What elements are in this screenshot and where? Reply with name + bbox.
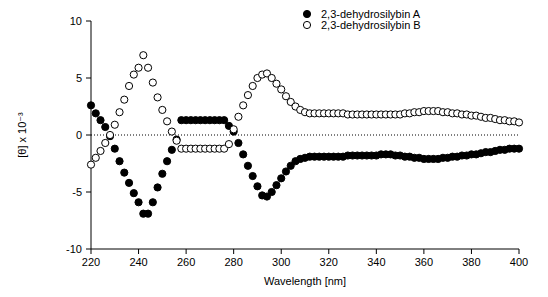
point <box>140 52 147 59</box>
y-tick-label: -5 <box>72 186 82 198</box>
point <box>106 131 113 138</box>
point <box>163 118 170 125</box>
x-tick-label: 320 <box>320 256 338 268</box>
point <box>154 184 161 191</box>
x-tick <box>138 249 139 254</box>
point <box>278 175 285 182</box>
point <box>159 170 166 177</box>
zero-line <box>91 135 519 136</box>
point <box>149 79 156 86</box>
point <box>97 117 104 124</box>
point <box>249 172 256 179</box>
point <box>225 141 232 148</box>
legend: 2,3-dehydrosilybin A2,3-dehydrosilybin B <box>303 8 420 31</box>
point <box>144 64 151 71</box>
x-tick-label: 380 <box>462 256 480 268</box>
point <box>230 126 237 133</box>
point <box>92 154 99 161</box>
legend-marker <box>303 21 310 28</box>
point <box>149 199 156 206</box>
x-tick-label: 340 <box>367 256 385 268</box>
x-tick <box>376 249 377 254</box>
y-tick <box>86 249 91 250</box>
x-tick <box>519 249 520 254</box>
y-tick <box>86 192 91 193</box>
point <box>121 169 128 176</box>
point <box>244 92 251 99</box>
point <box>87 161 94 168</box>
legend-label: 2,3-dehydrosilybin B <box>321 19 421 31</box>
point <box>116 109 123 116</box>
x-tick <box>186 249 187 254</box>
x-tick <box>471 249 472 254</box>
point <box>249 82 256 89</box>
point <box>130 71 137 78</box>
point <box>235 139 242 146</box>
point <box>173 137 180 144</box>
point <box>240 102 247 109</box>
x-tick-label: 300 <box>272 256 290 268</box>
y-tick-label: 10 <box>70 15 82 27</box>
y-tick <box>86 135 91 136</box>
y-axis-label: [θ] x 10⁻³ <box>16 112 28 158</box>
point <box>87 102 94 109</box>
point <box>240 151 247 158</box>
point <box>168 128 175 135</box>
legend-marker <box>303 10 310 17</box>
x-tick-label: 220 <box>82 256 100 268</box>
point <box>168 146 175 153</box>
plot-area <box>87 52 522 218</box>
point <box>159 106 166 113</box>
x-tick <box>91 249 92 254</box>
point <box>273 182 280 189</box>
point <box>111 145 118 152</box>
y-tick <box>86 78 91 79</box>
x-tick-label: 240 <box>129 256 147 268</box>
x-axis <box>91 249 519 250</box>
point <box>125 179 132 186</box>
y-tick-label: -10 <box>66 243 82 255</box>
series <box>87 52 522 169</box>
x-tick <box>281 249 282 254</box>
x-tick <box>233 249 234 254</box>
series <box>87 102 522 217</box>
point <box>235 113 242 120</box>
point <box>154 94 161 101</box>
x-tick-label: 400 <box>510 256 528 268</box>
point <box>278 86 285 93</box>
y-tick-label: 0 <box>76 129 82 141</box>
x-tick <box>328 249 329 254</box>
x-tick-label: 360 <box>415 256 433 268</box>
point <box>111 121 118 128</box>
point <box>121 96 128 103</box>
x-axis-label: Wavelength [nm] <box>264 275 346 287</box>
y-tick <box>86 21 91 22</box>
point <box>125 82 132 89</box>
point <box>102 123 109 130</box>
point <box>244 162 251 169</box>
point <box>144 210 151 217</box>
chart: -10 -5 0 5 10 220 240 260 280 300 320 340 360 380 400 W… <box>0 0 548 297</box>
point <box>135 64 142 71</box>
x-tick-label: 260 <box>177 256 195 268</box>
point <box>116 158 123 165</box>
point <box>135 199 142 206</box>
point <box>268 188 275 195</box>
x-tick <box>423 249 424 254</box>
point <box>254 183 261 190</box>
point <box>102 139 109 146</box>
x-tick-label: 280 <box>224 256 242 268</box>
point <box>163 158 170 165</box>
point <box>92 110 99 117</box>
point <box>130 190 137 197</box>
point <box>515 145 522 152</box>
point <box>97 147 104 154</box>
y-tick-label: 5 <box>76 72 82 84</box>
point <box>515 119 522 126</box>
